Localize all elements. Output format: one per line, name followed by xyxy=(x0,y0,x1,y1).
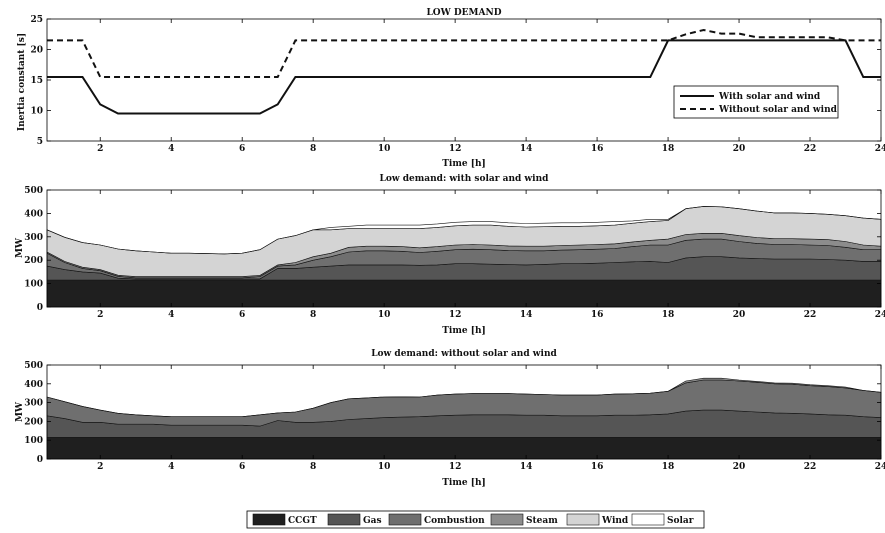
area-ccgt xyxy=(46,279,882,308)
legend-swatch-combustion xyxy=(388,513,422,526)
with-solar-wind-chart: Low demand: with solar and wind Time [h]… xyxy=(15,174,885,336)
y-tick-label: 200 xyxy=(24,256,43,266)
x-tick-label: 20 xyxy=(733,310,746,320)
x-tick-label: 4 xyxy=(168,310,174,320)
x-tick-label: 6 xyxy=(239,144,245,154)
legend-label-ccgt: CCGT xyxy=(288,516,317,526)
line-without-solar-wind xyxy=(47,28,881,78)
chart-title: Low demand: without solar and wind xyxy=(371,349,557,359)
x-tick-label: 22 xyxy=(804,144,817,154)
plot-frame xyxy=(46,189,882,308)
x-tick-label: 14 xyxy=(520,310,533,320)
x-tick-label: 6 xyxy=(239,310,245,320)
chart-title: Low demand: with solar and wind xyxy=(380,174,550,184)
y-axis-label: Inertia constant [s] xyxy=(17,33,27,131)
legend-label-combustion: Combustion xyxy=(424,516,485,526)
y-tick-label: 0 xyxy=(37,303,43,313)
x-tick-label: 20 xyxy=(733,462,746,472)
y-tick-label: 100 xyxy=(24,436,43,446)
legend-swatch-gas xyxy=(327,513,361,526)
y-tick-label: 100 xyxy=(24,280,43,290)
line-legend: With solar and wind Without solar and win… xyxy=(673,85,839,119)
chart-title: LOW DEMAND xyxy=(426,8,501,18)
x-tick-label: 14 xyxy=(520,462,533,472)
x-tick-label: 12 xyxy=(449,462,462,472)
legend-swatch-solar xyxy=(631,513,665,526)
x-tick-label: 18 xyxy=(662,462,675,472)
area-ccgt xyxy=(46,437,882,460)
x-axis-label: Time [h] xyxy=(442,478,486,488)
legend-swatch-steam xyxy=(490,513,524,526)
x-tick-label: 8 xyxy=(310,144,316,154)
legend-label-wind: Wind xyxy=(601,516,629,526)
legend-label: Without solar and wind xyxy=(718,105,838,115)
x-axis-label: Time [h] xyxy=(442,159,486,169)
y-axis-label: MW xyxy=(15,237,25,258)
x-tick-label: 24 xyxy=(875,462,885,472)
x-tick-label: 18 xyxy=(662,144,675,154)
x-tick-label: 4 xyxy=(168,462,174,472)
x-tick-label: 2 xyxy=(97,144,103,154)
x-tick-label: 24 xyxy=(875,144,885,154)
y-tick-label: 10 xyxy=(30,107,43,117)
y-tick-label: 5 xyxy=(37,137,43,147)
x-tick-label: 20 xyxy=(733,144,746,154)
legend-swatch-ccgt xyxy=(252,513,286,526)
x-tick-label: 2 xyxy=(97,462,103,472)
x-tick-label: 2 xyxy=(97,310,103,320)
y-tick-label: 400 xyxy=(24,380,43,390)
y-tick-label: 400 xyxy=(24,209,43,219)
x-tick-label: 8 xyxy=(310,462,316,472)
x-tick-label: 12 xyxy=(449,144,462,154)
x-tick-label: 10 xyxy=(378,144,391,154)
y-tick-label: 500 xyxy=(24,186,43,196)
without-solar-wind-chart: Low demand: without solar and wind Time … xyxy=(15,349,885,488)
line-with-solar-wind xyxy=(47,39,881,115)
x-axis-label: Time [h] xyxy=(442,326,486,336)
x-tick-label: 18 xyxy=(662,310,675,320)
plot-frame xyxy=(46,364,882,460)
inertia-chart: LOW DEMAND Time [h] Inertia constant [s]… xyxy=(17,8,885,169)
x-tick-label: 10 xyxy=(378,462,391,472)
x-tick-label: 22 xyxy=(804,462,817,472)
legend-label-solar: Solar xyxy=(667,516,694,526)
legend-label-gas: Gas xyxy=(363,516,382,526)
x-tick-label: 6 xyxy=(239,462,245,472)
y-tick-label: 0 xyxy=(37,455,43,465)
x-tick-label: 12 xyxy=(449,310,462,320)
legend-label: With solar and wind xyxy=(718,92,821,102)
legend-swatch-wind xyxy=(566,513,600,526)
y-tick-label: 20 xyxy=(30,46,43,56)
x-tick-label: 8 xyxy=(310,310,316,320)
plot-frame xyxy=(46,18,882,142)
x-tick-label: 24 xyxy=(875,310,885,320)
x-tick-label: 16 xyxy=(591,310,604,320)
y-tick-label: 25 xyxy=(30,15,43,25)
legend-label-steam: Steam xyxy=(526,516,558,526)
y-tick-label: 300 xyxy=(24,233,43,243)
x-tick-label: 22 xyxy=(804,310,817,320)
y-tick-label: 200 xyxy=(24,417,43,427)
y-tick-label: 300 xyxy=(24,399,43,409)
x-tick-label: 16 xyxy=(591,462,604,472)
y-axis-label: MW xyxy=(15,401,25,422)
x-tick-label: 10 xyxy=(378,310,391,320)
y-tick-label: 500 xyxy=(24,361,43,371)
y-tick-label: 15 xyxy=(30,76,43,86)
fuel-legend: CCGT Gas Combustion Steam Wind Solar xyxy=(246,510,705,529)
x-tick-label: 14 xyxy=(520,144,533,154)
x-tick-label: 4 xyxy=(168,144,174,154)
x-tick-label: 16 xyxy=(591,144,604,154)
legend-box xyxy=(673,85,839,119)
